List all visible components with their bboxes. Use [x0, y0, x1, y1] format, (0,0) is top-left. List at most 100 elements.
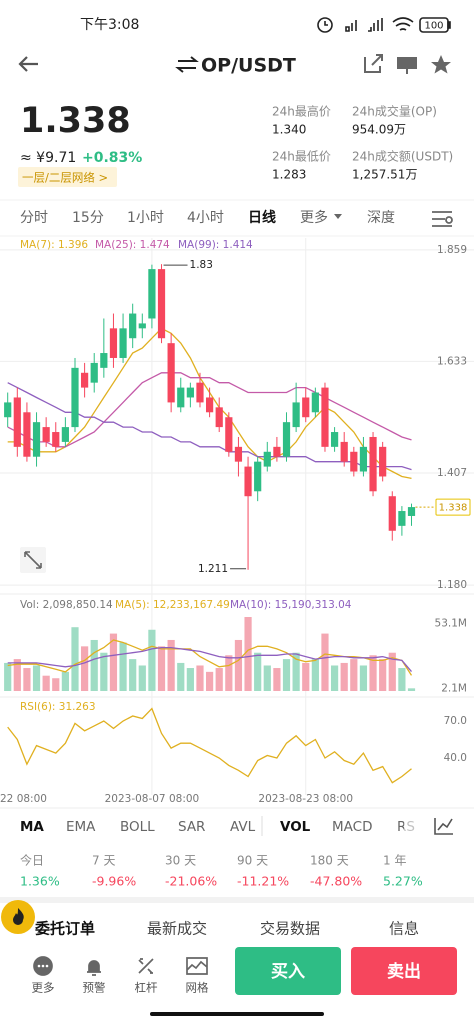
volume-bar — [225, 655, 233, 691]
y-tick-label: 1.407 — [437, 467, 467, 479]
candle-body — [311, 392, 319, 413]
candle-body — [100, 353, 108, 368]
candle-body — [379, 446, 387, 477]
indicator-tab[interactable]: VOL — [280, 819, 311, 835]
timeframe-tab[interactable]: 分时 — [20, 210, 48, 226]
volume-bar — [282, 659, 291, 691]
volume-bar — [388, 652, 396, 691]
volume-bar — [167, 639, 175, 691]
indicator-tab[interactable]: AVL — [230, 819, 256, 835]
candle-body — [109, 328, 118, 358]
toolbar-icons[interactable] — [33, 956, 208, 976]
order-tab[interactable]: 交易数据 — [260, 920, 320, 938]
indicator-tab[interactable]: EMA — [66, 819, 96, 835]
period-value: -11.21% — [237, 874, 289, 889]
header-actions[interactable] — [364, 54, 451, 74]
indicator-tab[interactable]: MACD — [332, 819, 372, 835]
order-tab[interactable]: 最新成交 — [147, 920, 207, 938]
stat-value: 1,257.51万 — [352, 168, 417, 182]
candle-body — [225, 417, 233, 452]
volume-bar — [148, 629, 156, 691]
toolbar-label[interactable]: 预警 — [83, 981, 106, 995]
candle-body — [177, 387, 185, 408]
timeframe-tab[interactable]: 深度 — [367, 210, 395, 226]
volume-bar — [52, 678, 60, 691]
volume-bar — [90, 639, 98, 691]
candle-body — [321, 387, 329, 447]
candle-body — [167, 343, 175, 403]
volume-ma-line — [7, 646, 412, 673]
back-button[interactable] — [18, 56, 38, 72]
sell-button[interactable] — [351, 947, 457, 995]
network-tag[interactable]: 一层/二层网络 > — [22, 171, 108, 185]
candle-body — [81, 372, 89, 388]
volume-bar — [379, 659, 387, 691]
volume-bar — [340, 662, 348, 691]
volume-bar — [4, 662, 12, 691]
swap-icon[interactable] — [175, 56, 199, 73]
toolbar-label[interactable]: 网格 — [186, 981, 209, 995]
stat-value: 954.09万 — [352, 123, 406, 137]
candle-body — [407, 507, 416, 516]
volume-bar — [263, 665, 271, 691]
tag-bg[interactable] — [18, 167, 117, 187]
buy-label[interactable]: 买入 — [271, 962, 305, 982]
buy-button[interactable] — [235, 947, 341, 995]
chart-settings-icon[interactable] — [432, 211, 453, 227]
candle-body — [359, 446, 368, 472]
volume-bar — [273, 668, 281, 691]
volume-bar — [330, 665, 339, 691]
indicator-tab[interactable]: MA — [20, 819, 44, 835]
indicator-settings-icon[interactable] — [434, 818, 453, 835]
candle-body — [90, 362, 98, 383]
timeframe-tab[interactable]: 日线 — [248, 209, 276, 226]
period-label: 今日 — [20, 853, 44, 868]
expand-icon[interactable] — [20, 547, 46, 573]
sell-label[interactable]: 卖出 — [387, 961, 421, 982]
timeframe-tab[interactable]: 1小时 — [127, 210, 164, 226]
volume-bar — [407, 688, 416, 691]
cny-price: ≈ ¥9.71 — [20, 150, 76, 166]
period-value: -9.96% — [92, 874, 136, 889]
stat-label: 24h成交量(OP) — [352, 104, 437, 119]
order-tab[interactable]: 委托订单 — [35, 920, 95, 938]
fire-icon — [13, 908, 24, 925]
candle-body — [244, 466, 252, 497]
toolbar-label[interactable]: 更多 — [32, 981, 55, 995]
legend-entry: MA(25): 1.474 — [95, 239, 170, 251]
candle-body — [129, 313, 137, 339]
volume-bar — [398, 668, 406, 691]
candle-body — [263, 451, 271, 467]
candle-body — [148, 269, 156, 319]
period-value: 5.27% — [383, 874, 423, 889]
period-label: 1 年 — [383, 854, 406, 868]
legend-entry: MA(5): 12,233,167.49 — [115, 599, 230, 611]
timeframe-tab[interactable]: 更多 — [300, 209, 328, 226]
candle-body — [340, 441, 348, 462]
x-tick-label: 2023-08-07 08:00 — [105, 793, 200, 805]
y-tick-label: 70.0 — [444, 715, 467, 727]
order-tab[interactable]: 信息 — [389, 920, 419, 938]
stat-value: 1.340 — [272, 123, 306, 137]
ma-line — [7, 372, 412, 448]
low-label: 1.211 — [198, 563, 228, 575]
timeframe-tab[interactable]: 4小时 — [187, 210, 224, 226]
indicator-tab[interactable]: SAR — [178, 819, 205, 835]
indicator-tab[interactable]: BOLL — [120, 819, 155, 835]
timeframe-tab[interactable]: 15分 — [72, 210, 104, 226]
volume-bar — [157, 646, 166, 691]
candle-body — [119, 328, 127, 358]
toolbar-label[interactable]: 杠杆 — [135, 981, 158, 995]
legend-entry: MA(99): 1.414 — [178, 239, 253, 251]
legend-entry: MA(7): 1.396 — [20, 239, 88, 251]
volume-bar — [23, 668, 31, 691]
candle-body — [302, 397, 310, 418]
volume-bar — [321, 633, 329, 691]
candle-body — [138, 323, 146, 329]
y-tick-label: 2.1M — [441, 682, 467, 694]
period-label: 7 天 — [92, 854, 115, 868]
candle-body — [71, 367, 79, 428]
pair-title: OP/USDT — [201, 55, 296, 77]
candle-body — [52, 432, 60, 447]
volume-bar — [254, 652, 262, 691]
